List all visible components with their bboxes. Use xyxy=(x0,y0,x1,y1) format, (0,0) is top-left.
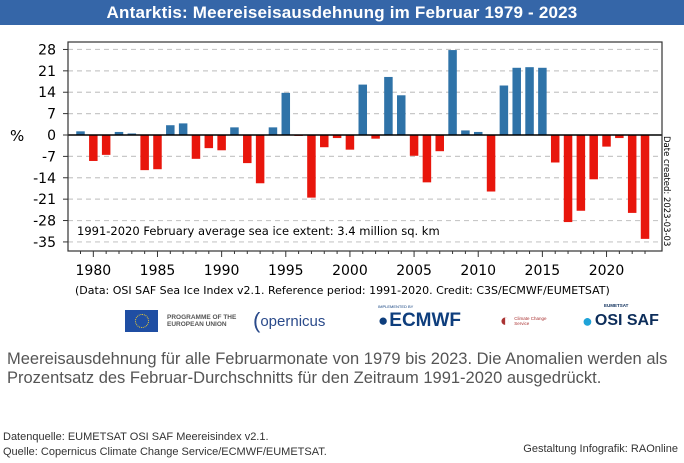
y-tick-label: -7 xyxy=(42,149,56,165)
bar-2019 xyxy=(589,135,598,180)
bar-1985 xyxy=(153,135,162,170)
bar-2005 xyxy=(409,135,419,156)
bar-2008 xyxy=(448,50,457,135)
x-tick-label: 2000 xyxy=(332,263,368,279)
y-tick-label: -14 xyxy=(33,171,56,187)
x-tick-label: 2015 xyxy=(525,263,561,279)
plot-frame xyxy=(67,41,663,252)
bar-2014 xyxy=(525,67,534,135)
c3s-logo-text: Climate Change Service xyxy=(514,316,547,326)
bar-chart: 28 21 14 7 0 -7 -14 -21 -28 -35 1980 1985 1990 1995 20… xyxy=(10,41,671,297)
bar-1988 xyxy=(191,135,201,159)
eu-logo-text: PROGRAMME OF THE EUROPEAN UNION xyxy=(167,314,237,328)
x-tick-label: 1985 xyxy=(140,263,176,279)
bar-2017 xyxy=(563,135,573,223)
copernicus-logo: ( opernicus xyxy=(253,306,325,336)
bar-2009 xyxy=(461,130,470,135)
bar-1979 xyxy=(76,131,85,135)
bar-2016 xyxy=(550,135,560,163)
bar-2003 xyxy=(384,76,393,135)
bar-1992 xyxy=(243,135,252,164)
x-tick-label: 1995 xyxy=(268,263,304,279)
c3s-logo: ◐ Climate Change Service xyxy=(500,306,548,336)
osisaf-globe-icon: ● xyxy=(582,310,593,331)
bar-2021 xyxy=(615,135,624,139)
annotation-text: 1991-2020 February average sea ice exten… xyxy=(77,224,440,238)
y-tick-label: 0 xyxy=(47,128,56,144)
bar-2020 xyxy=(602,135,611,147)
eu-flag-icon xyxy=(125,310,158,332)
bar-2022 xyxy=(627,135,637,213)
footnote-text: (Data: OSI SAF Sea Ice Index v2.1. Refer… xyxy=(75,284,610,297)
osisaf-logo-text: OSI SAF xyxy=(594,312,659,329)
bar-2004 xyxy=(397,95,406,135)
partner-logos: PROGRAMME OF THE EUROPEAN UNION ( operni… xyxy=(120,303,680,338)
bar-1989 xyxy=(204,135,214,149)
x-tick-label: 2005 xyxy=(396,263,432,279)
bar-1981 xyxy=(101,135,111,155)
ecmwf-logo-text: ECMWF xyxy=(389,310,462,331)
ecmwf-symbol-icon: ● xyxy=(378,311,389,330)
bar-1984 xyxy=(140,135,149,171)
source-line-2: Quelle: Copernicus Climate Change Servic… xyxy=(3,446,327,458)
y-tick-label: 21 xyxy=(38,64,56,80)
bar-1999 xyxy=(332,135,342,139)
y-axis-label: % xyxy=(10,127,24,145)
bars xyxy=(76,50,650,239)
caption-text: Meereisausdehnung für alle Februarmonate… xyxy=(7,350,668,387)
bar-1995 xyxy=(281,92,291,135)
osisaf-eumetsat-text: EUMETSAT xyxy=(604,303,629,308)
chart-title-banner: Antarktis: Meereiseisausdehnung im Febru… xyxy=(0,0,684,25)
bar-2002 xyxy=(371,135,380,139)
copernicus-c-icon: ( xyxy=(253,308,261,333)
source-line-1: Datenquelle: EUMETSAT OSI SAF Meereisind… xyxy=(3,431,269,443)
y-tick-label: -28 xyxy=(33,214,56,230)
bar-2011 xyxy=(486,135,496,192)
ecmwf-logo: IMPLEMENTED BY ● ECMWF xyxy=(378,304,462,336)
bar-1998 xyxy=(320,135,329,148)
x-tick-label: 2010 xyxy=(460,263,496,279)
copernicus-logo-text: opernicus xyxy=(260,312,326,330)
bar-1987 xyxy=(178,123,188,135)
bar-2006 xyxy=(422,135,432,183)
bar-2015 xyxy=(538,67,547,135)
x-tick-label: 2020 xyxy=(589,263,625,279)
y-tick-label: 14 xyxy=(38,85,56,101)
osisaf-logo: EUMETSAT ● OSI SAF xyxy=(582,303,659,336)
bar-1986 xyxy=(166,125,175,135)
bar-1997 xyxy=(307,135,316,198)
bar-2010 xyxy=(473,131,483,135)
bar-1994 xyxy=(268,127,278,135)
bar-1993 xyxy=(255,135,265,184)
x-tick-label: 1990 xyxy=(204,263,240,279)
y-tick-label: 7 xyxy=(47,107,56,123)
bar-2001 xyxy=(358,84,368,135)
x-tick-label: 1980 xyxy=(76,263,112,279)
bar-2018 xyxy=(576,135,586,211)
eu-logo: PROGRAMME OF THE EUROPEAN UNION xyxy=(125,306,237,336)
bar-2000 xyxy=(345,135,355,150)
c3s-thermometer-icon: ◐ xyxy=(500,311,511,330)
bar-2013 xyxy=(512,67,521,135)
grid-lines xyxy=(68,48,662,243)
infographic-credit: Gestaltung Infografik: RAOnline xyxy=(523,443,678,455)
ecmwf-implemented-text: IMPLEMENTED BY xyxy=(378,304,414,309)
axes: 28 21 14 7 0 -7 -14 -21 -28 -35 1980 1985 1990 1995 20… xyxy=(33,41,663,279)
bar-2012 xyxy=(499,85,509,135)
y-tick-label: -21 xyxy=(33,192,56,208)
bar-1980 xyxy=(89,135,98,161)
bar-1990 xyxy=(217,135,226,151)
bar-1982 xyxy=(114,131,124,135)
date-created-text: Date created: 2023-03-03 xyxy=(661,136,671,246)
bar-2007 xyxy=(435,135,444,152)
bar-2023 xyxy=(640,135,650,239)
bar-1991 xyxy=(230,127,239,135)
y-tick-label: 28 xyxy=(38,42,56,58)
y-tick-label: -35 xyxy=(33,235,56,251)
